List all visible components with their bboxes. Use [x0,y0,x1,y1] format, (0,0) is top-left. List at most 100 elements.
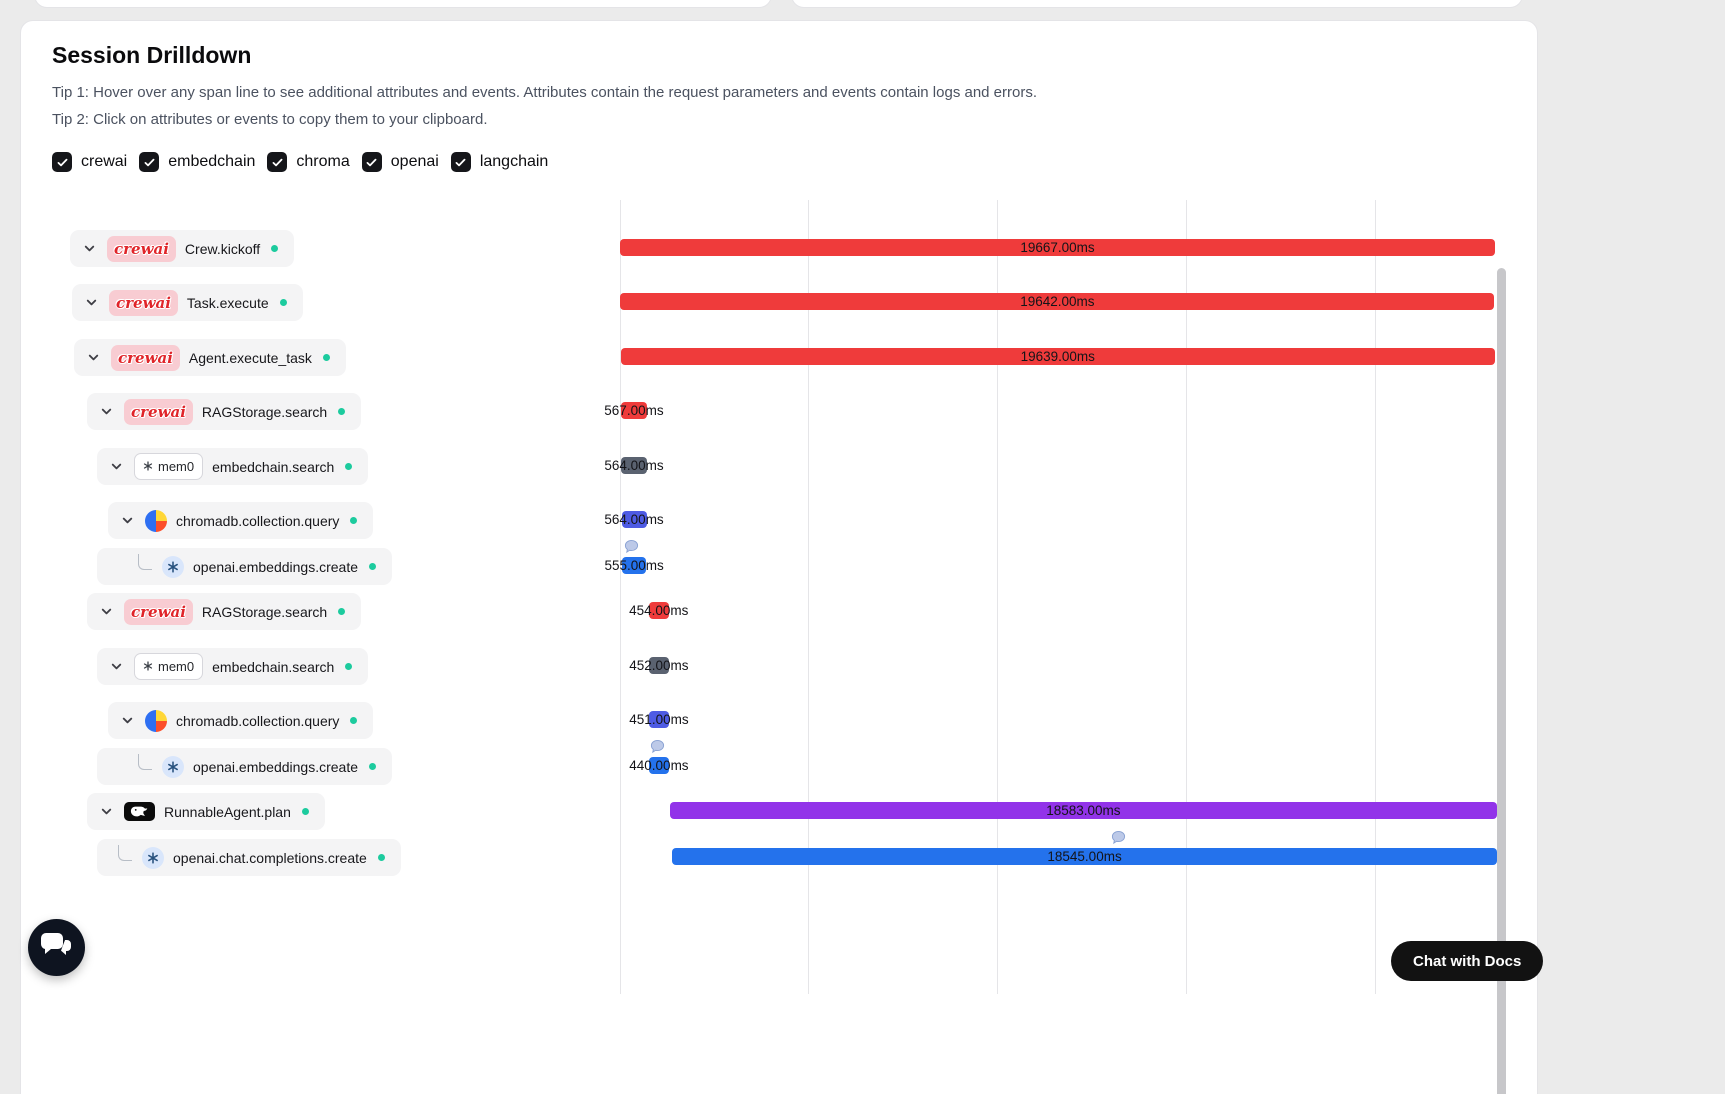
filter-embedchain[interactable]: embedchain [139,152,255,172]
span-bar[interactable] [620,293,1495,310]
trace-row[interactable]: openai.embeddings.create [97,548,393,585]
status-dot [369,563,377,570]
filter-chroma[interactable]: chroma [267,152,350,172]
span-duration: 18545.00ms [1047,849,1122,864]
status-dot [338,608,346,615]
chevron-down-icon[interactable] [97,803,115,821]
filter-langchain[interactable]: langchain [450,152,549,172]
span-name: openai.embeddings.create [193,758,359,775]
chevron-down-icon[interactable] [118,512,136,530]
checkbox-checked-icon[interactable] [267,152,288,172]
filter-label[interactable]: crewai [81,153,128,170]
status-dot [350,517,358,524]
event-bubble-icon[interactable] [624,539,639,554]
filter-label[interactable]: embedchain [168,153,256,170]
event-bubble-icon[interactable] [1111,830,1126,845]
tree-connector-icon [138,754,152,770]
span-duration: 19642.00ms [1020,294,1095,309]
status-dot [271,245,279,252]
chevron-down-icon[interactable] [118,712,136,730]
trace-row[interactable]: crewai Agent.execute_task [74,339,346,376]
filter-label[interactable]: openai [390,153,439,170]
span-duration: 564.00ms [604,512,664,527]
trace-row[interactable]: chromadb.collection.query [108,502,374,539]
event-bubble-icon[interactable] [650,739,665,754]
span-bar[interactable] [621,402,647,419]
status-dot [279,299,287,306]
status-dot [377,854,385,861]
span-bar[interactable] [672,848,1498,865]
checkbox-checked-icon[interactable] [450,152,471,172]
chevron-down-icon[interactable] [107,658,125,676]
span-name: RunnableAgent.plan [164,803,291,820]
openai-icon [162,555,184,578]
tip-2: Tip 2: Click on attributes or events to … [52,111,488,128]
filter-label[interactable]: chroma [296,153,350,170]
span-bar[interactable] [620,239,1495,256]
gridline [620,200,621,994]
tree-connector-icon [138,554,152,570]
span-bar[interactable] [670,802,1497,819]
span-name: Task.execute [186,294,269,311]
trace-row[interactable]: crewai RAGStorage.search [87,593,362,630]
checkbox-checked-icon[interactable] [361,152,382,172]
chevron-down-icon[interactable] [80,240,98,258]
span-bar[interactable] [621,457,647,474]
page-title: Session Drilldown [52,42,252,68]
filter-crewai[interactable]: crewai [52,152,127,172]
trace-row[interactable]: crewai Crew.kickoff [70,230,295,267]
trace-row[interactable]: openai.embeddings.create [97,748,393,785]
status-dot [369,763,377,770]
span-bar[interactable] [620,348,1495,365]
chat-with-docs-button[interactable]: Chat with Docs [1391,941,1544,981]
status-dot [345,663,353,670]
trace-row[interactable]: crewai RAGStorage.search [87,393,362,430]
chat-with-docs-label: Chat with Docs [1413,952,1522,970]
filter-label[interactable]: langchain [479,153,549,170]
trace-row[interactable]: RunnableAgent.plan [87,793,325,830]
span-name: openai.embeddings.create [193,558,359,575]
scrollbar-thumb[interactable] [1497,268,1506,1094]
chat-launcher-button[interactable] [28,919,85,976]
trace-row[interactable]: mem0 embedchain.search [97,448,369,485]
top-card-right [791,0,1523,8]
span-bar[interactable] [649,757,669,774]
span-name: chromadb.collection.query [176,512,340,529]
crewai-badge: crewai [111,344,180,371]
trace-row[interactable]: mem0 embedchain.search [97,648,369,685]
chevron-down-icon[interactable] [84,349,102,367]
trace-row[interactable]: chromadb.collection.query [108,702,374,739]
chroma-icon [145,709,167,732]
span-bar[interactable] [648,657,669,674]
gridline [1186,200,1187,994]
filter-openai[interactable]: openai [361,152,439,172]
span-duration: 19667.00ms [1020,240,1095,255]
span-bar[interactable] [621,557,647,574]
status-dot [338,408,346,415]
crewai-badge: crewai [124,398,193,425]
trace-row[interactable]: crewai Task.execute [72,284,303,321]
span-name: Crew.kickoff [184,240,261,257]
langchain-badge [124,802,155,821]
trace-row[interactable]: openai.chat.completions.create [97,839,401,876]
chroma-icon [145,509,167,532]
chevron-down-icon[interactable] [97,603,115,621]
mem0-label: mem0 [158,459,195,474]
span-bar[interactable] [621,511,647,528]
span-duration: 452.00ms [629,658,689,673]
checkbox-checked-icon[interactable] [139,152,160,172]
checkbox-checked-icon[interactable] [52,152,72,172]
chevron-down-icon[interactable] [97,403,115,421]
span-duration: 18583.00ms [1046,803,1121,818]
span-duration: 440.00ms [629,758,689,773]
chevron-down-icon[interactable] [82,294,100,312]
span-name: RAGStorage.search [201,403,328,420]
status-dot [301,808,309,815]
crewai-badge: crewai [124,598,193,625]
span-name: embedchain.search [212,658,335,675]
chevron-down-icon[interactable] [107,458,125,476]
span-bar[interactable] [648,711,669,728]
span-bar[interactable] [648,602,669,619]
openai-icon [162,755,184,778]
